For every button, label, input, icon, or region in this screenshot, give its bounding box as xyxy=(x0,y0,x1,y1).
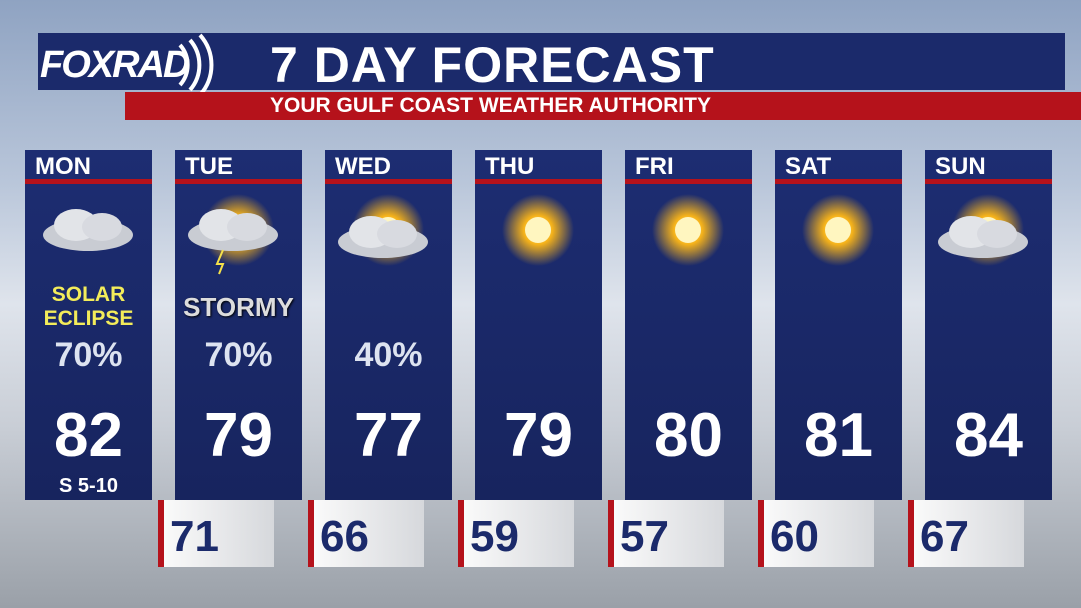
low-box: 57 xyxy=(608,500,724,567)
condition-note: SOLAR ECLIPSE xyxy=(43,283,134,330)
logo: FOXRAD xyxy=(40,44,190,86)
weather-icon xyxy=(938,194,1028,266)
high-temp: 79 xyxy=(504,401,573,470)
condition-note: STORMY xyxy=(183,292,294,322)
divider xyxy=(775,179,902,184)
weather-icon xyxy=(502,194,574,266)
weather-icon xyxy=(188,194,278,275)
weather-icon xyxy=(802,194,874,266)
subtitle-bar xyxy=(125,92,1081,120)
day-column: MON SOLAR ECLIPSE 70% 82 S 5-10 xyxy=(25,150,152,500)
day-column: SAT 81 xyxy=(775,150,902,500)
wind: S 5-10 xyxy=(59,475,118,497)
day-name: WED xyxy=(335,153,391,180)
weather-icon xyxy=(43,209,133,251)
high-temp: 81 xyxy=(804,401,873,470)
day-column: TUE STORMY 70% 79 xyxy=(175,150,302,500)
divider xyxy=(925,179,1052,184)
day-name: SUN xyxy=(935,153,986,180)
divider xyxy=(25,179,152,184)
high-temp: 77 xyxy=(354,401,423,470)
day-name: MON xyxy=(35,153,91,180)
weather-icon xyxy=(652,194,724,266)
subtitle: YOUR GULF COAST WEATHER AUTHORITY xyxy=(270,94,711,117)
low-box: 60 xyxy=(758,500,874,567)
low-temp: 60 xyxy=(770,512,819,561)
high-temp: 84 xyxy=(954,401,1023,470)
low-temp: 71 xyxy=(170,512,219,561)
divider xyxy=(475,179,602,184)
divider xyxy=(175,179,302,184)
day-column: THU 79 xyxy=(475,150,602,500)
low-temp: 66 xyxy=(320,512,369,561)
day-name: SAT xyxy=(785,153,832,180)
low-box: 67 xyxy=(908,500,1024,567)
low-box: 71 xyxy=(158,500,274,567)
day-name: THU xyxy=(485,153,535,180)
divider xyxy=(325,179,452,184)
precip-chance: 70% xyxy=(54,336,123,374)
high-temp: 82 xyxy=(54,401,123,470)
day-column: FRI 80 xyxy=(625,150,752,500)
logo-waves xyxy=(178,33,214,97)
high-temp: 79 xyxy=(204,401,273,470)
low-box: 66 xyxy=(308,500,424,567)
low-temp: 67 xyxy=(920,512,969,561)
weather-icon xyxy=(338,194,428,266)
day-name: FRI xyxy=(635,153,674,180)
divider xyxy=(625,179,752,184)
precip-chance: 40% xyxy=(354,336,423,374)
low-temp: 57 xyxy=(620,512,669,561)
day-name: TUE xyxy=(185,153,233,180)
title: 7 DAY FORECAST xyxy=(270,37,715,93)
low-temp: 59 xyxy=(470,512,519,561)
low-box: 59 xyxy=(458,500,574,567)
day-column: SUN 84 xyxy=(925,150,1052,500)
precip-chance: 70% xyxy=(204,336,273,374)
day-column: WED 40% 77 xyxy=(325,150,452,500)
high-temp: 80 xyxy=(654,401,723,470)
